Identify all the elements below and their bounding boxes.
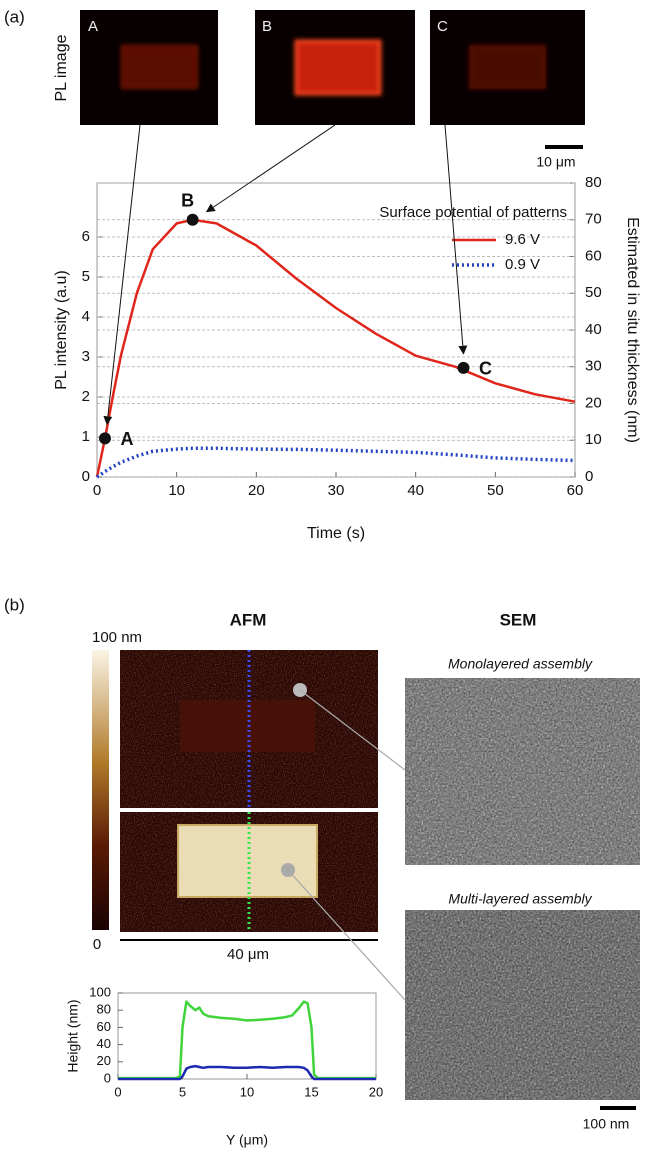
x-tick-label: 20 — [248, 482, 265, 499]
legend-label: 0.9 V — [505, 256, 540, 273]
y-tick-label: 3 — [82, 348, 90, 365]
arrow — [205, 124, 336, 213]
legend-title: Surface potential of patterns — [379, 204, 567, 221]
colorbar — [92, 650, 109, 930]
y2-tick-label: 70 — [585, 211, 602, 228]
point-marker — [186, 213, 199, 226]
x-tick-label: 0 — [93, 482, 101, 499]
x-tick-label: 5 — [179, 1084, 186, 1099]
series-line — [95, 218, 576, 478]
y-axis-label: Height (nm) — [65, 999, 81, 1072]
x-tick-label: 60 — [567, 482, 584, 499]
y-tick-label: 40 — [97, 1036, 111, 1051]
y-tick-label: 6 — [82, 228, 90, 245]
y2-tick-label: 30 — [585, 358, 602, 375]
panel-label: (a) — [4, 7, 25, 26]
x-tick-label: 20 — [369, 1084, 383, 1099]
legend-label: 9.6 V — [505, 231, 540, 248]
x-tick-label: 10 — [168, 482, 185, 499]
y2-tick-label: 60 — [585, 247, 602, 264]
x-axis-label: Time (s) — [307, 525, 365, 542]
pl-image: B — [255, 10, 415, 125]
y-tick-label: 100 — [89, 984, 111, 999]
scale-label: 10 μm — [536, 154, 575, 170]
sem-title: SEM — [500, 610, 537, 629]
colorbar-label: 100 nm — [92, 629, 142, 646]
x-tick-label: 15 — [304, 1084, 318, 1099]
point-label: B — [181, 191, 194, 211]
y2-tick-label: 80 — [585, 174, 602, 191]
x-tick-label: 0 — [114, 1084, 121, 1099]
sem-image — [405, 678, 640, 865]
plot-frame — [117, 992, 377, 1080]
y-tick-label: 20 — [97, 1053, 111, 1068]
scale-label: 40 μm — [227, 946, 269, 963]
y-tick-label: 80 — [97, 1002, 111, 1017]
y-tick-label: 2 — [82, 388, 90, 405]
x-axis-label: Y (μm) — [226, 1132, 268, 1148]
x-tick-label: 40 — [407, 482, 424, 499]
connector — [299, 689, 406, 771]
y2-tick-label: 10 — [585, 431, 602, 448]
x-tick-label: 30 — [328, 482, 345, 499]
image-letter: C — [437, 18, 448, 35]
y2-tick-label: 40 — [585, 321, 602, 338]
sem-caption: Monolayered assembly — [448, 656, 593, 672]
y-tick-label: 60 — [97, 1019, 111, 1034]
series-line — [118, 1000, 376, 1080]
y-tick-label: 5 — [82, 268, 90, 285]
point-marker — [457, 361, 470, 374]
sem-caption: Multi-layered assembly — [448, 891, 592, 907]
x-tick-label: 50 — [487, 482, 504, 499]
y2-tick-label: 20 — [585, 394, 602, 411]
y-tick-label: 0 — [82, 468, 90, 485]
y2-tick-label: 50 — [585, 284, 602, 301]
y2-tick-label: 0 — [585, 468, 593, 485]
series-line — [96, 446, 576, 479]
afm-image — [120, 650, 378, 808]
point-label: C — [479, 359, 492, 379]
panel-label: (b) — [4, 595, 25, 614]
pl-image-label: PL image — [53, 34, 70, 101]
y-axis-label: PL intensity (a.u) — [53, 270, 70, 389]
y-tick-label: 1 — [82, 428, 90, 445]
sem-image — [405, 910, 640, 1100]
arrow — [444, 124, 468, 355]
pl-image: A — [80, 10, 218, 125]
y2-axis-label: Estimated in situ thickness (nm) — [624, 217, 641, 443]
afm-title: AFM — [230, 610, 267, 629]
afm-image — [120, 812, 378, 932]
arrow — [103, 124, 141, 426]
x-tick-label: 10 — [240, 1084, 254, 1099]
y-tick-label: 4 — [82, 308, 90, 325]
image-letter: A — [88, 18, 98, 35]
connector — [287, 869, 406, 1001]
scale-label: 100 nm — [583, 1116, 630, 1132]
point-marker — [98, 432, 111, 445]
point-label: A — [120, 429, 133, 449]
colorbar-label: 0 — [93, 936, 101, 953]
series-line — [118, 1064, 376, 1081]
y-tick-label: 0 — [104, 1070, 111, 1085]
pl-image: C — [430, 10, 585, 125]
image-letter: B — [262, 18, 272, 35]
